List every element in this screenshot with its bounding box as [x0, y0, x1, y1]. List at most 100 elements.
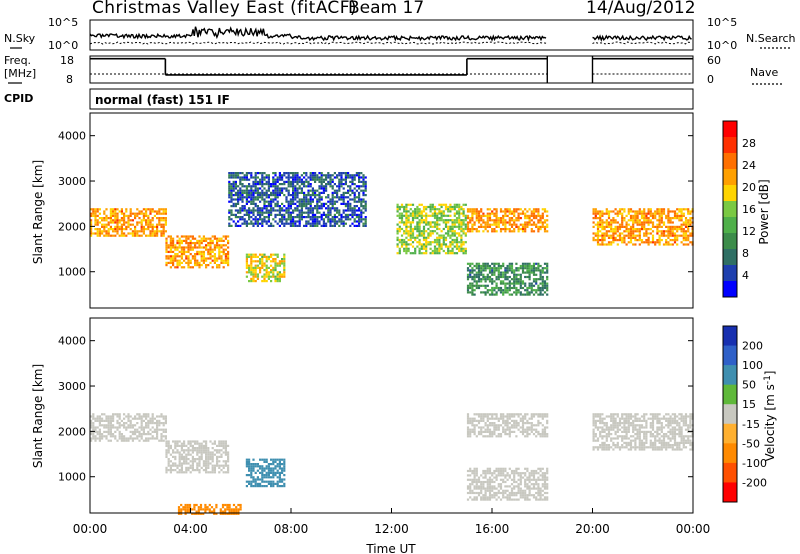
data-cell: [640, 214, 644, 217]
data-cell: [480, 430, 483, 433]
data-cell: [466, 230, 470, 233]
data-cell: [136, 212, 139, 215]
data-cell: [398, 216, 401, 220]
data-cell: [274, 180, 277, 183]
data-cell: [482, 262, 485, 265]
data-cell: [462, 210, 465, 213]
data-cell: [165, 440, 168, 443]
data-cell: [539, 433, 542, 436]
data-cell: [256, 183, 259, 186]
data-cell: [167, 255, 170, 258]
data-cell: [112, 413, 115, 416]
data-cell: [502, 280, 505, 283]
data-cell: [263, 178, 266, 181]
data-cell: [274, 264, 277, 267]
data-cell: [466, 214, 470, 217]
data-cell: [506, 282, 509, 285]
data-cell: [234, 187, 237, 190]
data-cell: [101, 424, 104, 427]
data-cell: [493, 219, 496, 222]
data-cell: [243, 196, 246, 199]
data-cell: [134, 214, 137, 217]
data-cell: [318, 211, 321, 214]
data-cell: [482, 413, 485, 416]
data-cell: [477, 217, 481, 220]
data-cell: [429, 234, 432, 237]
data-cell: [90, 234, 93, 237]
data-cell: [107, 422, 110, 425]
data-cell: [96, 426, 99, 429]
data-cell: [524, 485, 527, 488]
data-cell: [618, 232, 622, 235]
data-cell: [425, 223, 428, 226]
data-cell: [105, 219, 108, 222]
data-cell: [92, 415, 95, 418]
data-cell: [616, 212, 619, 215]
data-cell: [278, 187, 281, 190]
data-cell: [455, 236, 459, 239]
data-cell: [532, 487, 536, 490]
data-cell: [285, 189, 288, 192]
data-cell: [96, 419, 99, 422]
data-cell: [274, 198, 277, 201]
data-cell: [320, 205, 323, 208]
data-cell: [546, 282, 549, 285]
data-cell: [191, 451, 194, 454]
data-cell: [484, 262, 487, 265]
data-cell: [112, 234, 115, 237]
power-frame: [89, 112, 694, 309]
data-cell: [671, 221, 674, 224]
data-cell: [134, 228, 137, 231]
data-cell: [232, 510, 236, 513]
data-cell: [98, 221, 101, 224]
data-cell: [427, 227, 430, 231]
data-cell: [309, 202, 312, 205]
data-cell: [153, 437, 156, 440]
data-cell: [202, 449, 205, 452]
data-cell: [612, 230, 615, 233]
data-cell: [491, 291, 494, 294]
data-cell: [120, 433, 123, 436]
data-cell: [651, 223, 655, 226]
data-cell: [396, 208, 399, 211]
data-cell: [537, 267, 540, 270]
data-cell: [444, 225, 448, 228]
data-cell: [482, 476, 485, 479]
data-cell: [263, 458, 266, 461]
data-cell: [228, 174, 231, 177]
data-cell: [636, 217, 639, 220]
data-cell: [165, 244, 168, 247]
data-cell: [194, 237, 197, 240]
data-cell: [464, 225, 467, 228]
data-cell: [342, 220, 345, 223]
data-cell: [358, 198, 361, 201]
data-cell: [331, 220, 334, 223]
data-cell: [298, 216, 301, 219]
data-cell: [662, 234, 666, 237]
data-cell: [281, 207, 284, 210]
data-cell: [276, 205, 279, 208]
data-cell: [185, 261, 188, 264]
data-cell: [189, 453, 192, 456]
data-cell: [289, 194, 292, 197]
data-cell: [184, 510, 187, 513]
data-cell: [92, 430, 95, 433]
data-cell: [491, 417, 494, 420]
data-cell: [303, 194, 306, 197]
data-cell: [360, 180, 363, 183]
data-cell: [311, 178, 314, 181]
data-cell: [241, 172, 244, 175]
data-cell: [451, 221, 454, 224]
data-cell: [680, 219, 683, 222]
data-cell: [283, 262, 286, 265]
data-cell: [594, 419, 597, 422]
data-cell: [524, 430, 527, 433]
data-cell: [174, 462, 177, 465]
data-cell: [136, 221, 139, 224]
data-cell: [488, 483, 492, 486]
data-cell: [120, 208, 123, 211]
data-cell: [482, 419, 485, 422]
data-cell: [614, 225, 617, 228]
data-cell: [267, 209, 270, 212]
data-cell: [151, 225, 154, 228]
